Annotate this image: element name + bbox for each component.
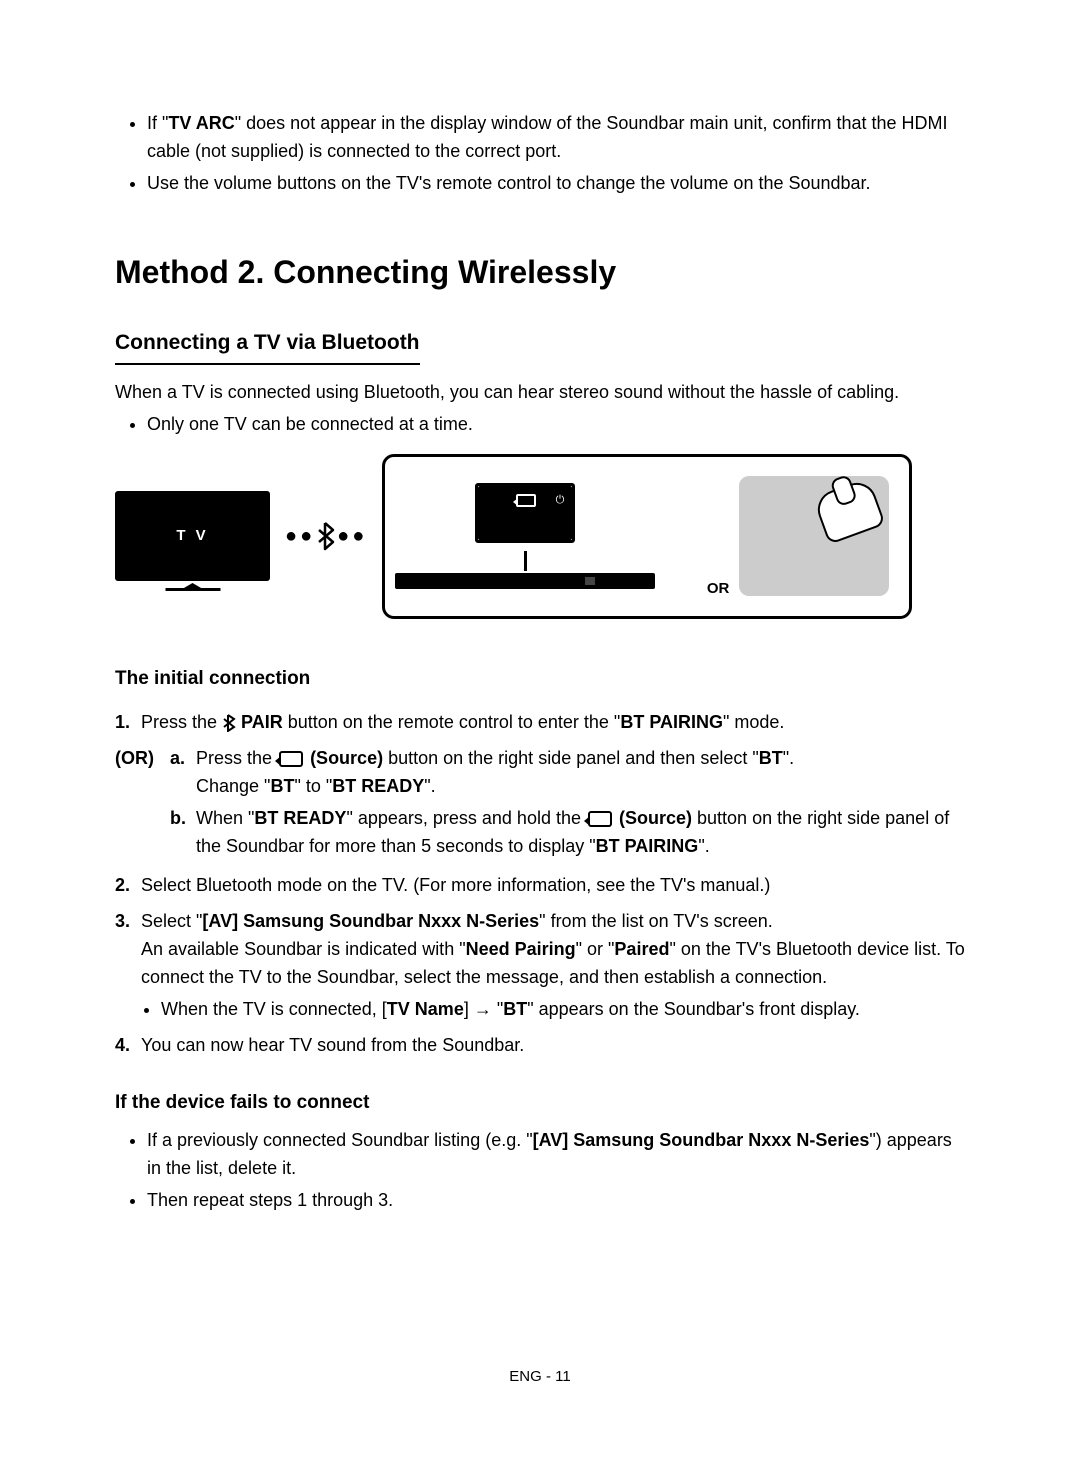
initial-connection-steps: 1. Press the PAIR button on the remote c…: [115, 709, 965, 1060]
top-bullet-list: If "TV ARC" does not appear in the displ…: [147, 110, 965, 198]
fails-bullet-2: Then repeat steps 1 through 3.: [147, 1187, 965, 1215]
step-body: Select Bluetooth mode on the TV. (For mo…: [141, 872, 965, 900]
bt-pairing-label: BT PAIRING: [620, 712, 723, 732]
step-or-block: (OR) a. Press the (Source) button on the…: [115, 745, 965, 865]
connection-diagram: T V ●● ●● + − ⏻ OR: [115, 454, 965, 619]
soundbar-controls-diagram: + − ⏻: [395, 483, 655, 589]
text: " does not appear in the display window …: [147, 113, 948, 161]
step-3: 3. Select "[AV] Samsung Soundbar Nxxx N-…: [115, 908, 965, 1024]
bluetooth-connection-icon: ●● ●●: [285, 521, 367, 552]
step-3-bullet: When the TV is connected, [TV Name] → "B…: [161, 996, 965, 1024]
device-name: [AV] Samsung Soundbar Nxxx N-Series: [202, 911, 539, 931]
remote-hand-diagram: [739, 476, 889, 596]
intro-bullet: Only one TV can be connected at a time.: [147, 411, 965, 439]
intro-bullet-list: Only one TV can be connected at a time.: [147, 411, 965, 439]
bt-ready-label: BT READY: [332, 776, 424, 796]
step-number: 2.: [115, 872, 141, 900]
tv-label: T V: [176, 524, 208, 547]
bt-label: BT: [270, 776, 294, 796]
or-tag: (OR): [115, 745, 170, 865]
device-name: [AV] Samsung Soundbar Nxxx N-Series: [533, 1130, 870, 1150]
heading-method-2: Method 2. Connecting Wirelessly: [115, 248, 965, 298]
source-icon: [279, 751, 303, 767]
bt-label: BT: [759, 748, 783, 768]
paired-label: Paired: [614, 939, 669, 959]
bluetooth-icon: [315, 521, 337, 551]
need-pairing-label: Need Pairing: [466, 939, 576, 959]
substep-letter: a.: [170, 745, 196, 801]
subheading-bluetooth: Connecting a TV via Bluetooth: [115, 327, 420, 365]
step-number: 1.: [115, 709, 141, 737]
top-bullet-2: Use the volume buttons on the TV's remot…: [147, 170, 965, 198]
step-1: 1. Press the PAIR button on the remote c…: [115, 709, 965, 737]
fails-bullet-1: If a previously connected Soundbar listi…: [147, 1127, 965, 1183]
step-4: 4. You can now hear TV sound from the So…: [115, 1032, 965, 1060]
or-substeps: a. Press the (Source) button on the righ…: [170, 745, 965, 865]
source-label: (Source): [310, 748, 383, 768]
step-body: Press the PAIR button on the remote cont…: [141, 709, 965, 737]
or-label: OR: [707, 577, 730, 600]
substep-body: Press the (Source) button on the right s…: [196, 745, 794, 801]
soundbar-body-icon: [395, 573, 655, 589]
source-icon: [588, 811, 612, 827]
bt-label: BT: [503, 999, 527, 1019]
soundbar-diagram-box: + − ⏻ OR: [382, 454, 912, 619]
top-bullet-1: If "TV ARC" does not appear in the displ…: [147, 110, 965, 166]
initial-connection-title: The initial connection: [115, 664, 965, 693]
fails-to-connect-title: If the device fails to connect: [115, 1088, 965, 1117]
bluetooth-icon: [222, 714, 236, 732]
step-3-bullets: When the TV is connected, [TV Name] → "B…: [161, 996, 965, 1024]
substep-letter: b.: [170, 805, 196, 861]
step-body: Select "[AV] Samsung Soundbar Nxxx N-Ser…: [141, 908, 965, 1024]
substep-a: a. Press the (Source) button on the righ…: [170, 745, 965, 801]
step-2: 2. Select Bluetooth mode on the TV. (For…: [115, 872, 965, 900]
step-number: 3.: [115, 908, 141, 1024]
bold-term: TV ARC: [168, 113, 234, 133]
substep-body: When "BT READY" appears, press and hold …: [196, 805, 965, 861]
substep-b: b. When "BT READY" appears, press and ho…: [170, 805, 965, 861]
page-footer: ENG - 11: [115, 1365, 965, 1388]
source-label: (Source): [619, 808, 692, 828]
tv-name-label: TV Name: [387, 999, 464, 1019]
step-number: 4.: [115, 1032, 141, 1060]
text: If ": [147, 113, 168, 133]
pair-label: PAIR: [236, 712, 283, 732]
intro-text: When a TV is connected using Bluetooth, …: [115, 379, 965, 407]
bt-ready-label: BT READY: [254, 808, 346, 828]
step-body: You can now hear TV sound from the Sound…: [141, 1032, 965, 1060]
tv-icon: T V: [115, 491, 270, 581]
fails-to-connect-list: If a previously connected Soundbar listi…: [147, 1127, 965, 1215]
soundbar-top-controls: + − ⏻: [475, 483, 575, 543]
bt-pairing-label: BT PAIRING: [596, 836, 699, 856]
